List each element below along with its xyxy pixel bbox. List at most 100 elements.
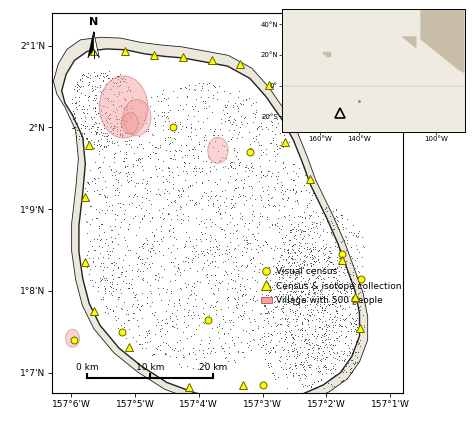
Point [199, 83, 206, 89]
Point [259, 290, 266, 297]
Point [216, 126, 223, 133]
Point [276, 330, 283, 337]
Point [115, 83, 122, 89]
Point [284, 246, 292, 253]
Point [264, 315, 271, 322]
Point [191, 125, 198, 132]
Point [100, 264, 108, 270]
Point [121, 118, 129, 125]
Point [243, 264, 250, 270]
Point [77, 120, 85, 127]
Point [282, 365, 290, 372]
Point [164, 94, 172, 101]
Point [273, 176, 281, 183]
Point [212, 306, 219, 313]
Point [124, 311, 132, 318]
Point [173, 325, 181, 332]
Point [326, 266, 334, 273]
Point [335, 262, 343, 269]
Point [232, 152, 240, 159]
Point [301, 278, 309, 285]
Point [175, 361, 183, 368]
Point [284, 249, 292, 256]
Point [268, 221, 275, 228]
Point [316, 367, 324, 374]
Point [138, 340, 146, 347]
Point [169, 181, 177, 187]
Point [233, 221, 241, 228]
Point [80, 82, 87, 89]
Point [217, 214, 225, 221]
Point [256, 163, 264, 170]
Point [320, 333, 328, 340]
Point [356, 288, 364, 295]
Point [348, 357, 356, 364]
Point [284, 248, 292, 255]
Point [143, 299, 150, 306]
Point [109, 124, 117, 131]
Point [296, 360, 303, 367]
Point [302, 267, 310, 273]
Point [184, 111, 191, 118]
Point [358, 233, 366, 240]
Point [321, 213, 328, 219]
Point [315, 286, 322, 293]
Point [226, 159, 234, 166]
Point [139, 275, 147, 282]
Point [216, 175, 223, 182]
Point [108, 77, 115, 84]
Point [83, 110, 91, 117]
Point [301, 239, 309, 246]
Point [346, 303, 353, 310]
Point [300, 361, 307, 368]
Point [275, 201, 283, 208]
Point [286, 241, 293, 248]
Point [164, 300, 172, 307]
Point [182, 167, 190, 174]
Point [278, 189, 285, 196]
Point [176, 301, 184, 308]
Point [354, 262, 361, 269]
Point [306, 280, 313, 286]
Point [88, 216, 95, 222]
Point [114, 296, 122, 303]
Point [266, 283, 274, 290]
Point [216, 202, 224, 209]
Point [227, 135, 235, 142]
Point [333, 282, 341, 289]
Point [238, 292, 246, 299]
Point [320, 323, 328, 330]
Point [305, 311, 313, 318]
Point [335, 267, 342, 274]
Point [175, 295, 182, 302]
Point [89, 122, 97, 129]
Point [124, 285, 132, 292]
Point [276, 288, 284, 295]
Point [290, 168, 297, 175]
Point [281, 245, 288, 252]
Point [248, 184, 256, 191]
Point [192, 96, 200, 103]
Point [83, 134, 91, 141]
Point [79, 78, 86, 85]
Point [221, 355, 229, 362]
Point [281, 239, 289, 246]
Point [293, 197, 301, 204]
Point [81, 92, 88, 98]
Point [183, 92, 191, 99]
Point [329, 322, 337, 329]
Point [255, 178, 263, 185]
Point [319, 305, 326, 311]
Point [321, 362, 328, 369]
Point [240, 309, 247, 316]
Point [158, 324, 165, 331]
Point [256, 310, 264, 317]
Point [233, 298, 241, 305]
Point [311, 290, 319, 297]
Point [304, 352, 312, 359]
Point [264, 283, 271, 289]
Point [326, 366, 334, 373]
Point [337, 314, 344, 321]
Point [278, 251, 286, 258]
Point [304, 361, 312, 368]
